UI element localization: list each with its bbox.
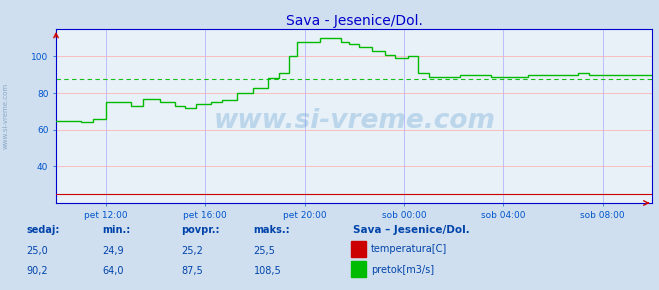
Title: Sava - Jesenice/Dol.: Sava - Jesenice/Dol. (286, 14, 422, 28)
Text: 87,5: 87,5 (181, 266, 203, 276)
Text: povpr.:: povpr.: (181, 225, 219, 235)
Text: 90,2: 90,2 (26, 266, 48, 276)
Text: 108,5: 108,5 (254, 266, 281, 276)
Text: maks.:: maks.: (254, 225, 291, 235)
Text: 25,2: 25,2 (181, 246, 203, 256)
Text: www.si-vreme.com: www.si-vreme.com (2, 83, 9, 149)
Text: Sava – Jesenice/Dol.: Sava – Jesenice/Dol. (353, 225, 469, 235)
Text: sedaj:: sedaj: (26, 225, 60, 235)
Text: 25,5: 25,5 (254, 246, 275, 256)
Text: 64,0: 64,0 (102, 266, 124, 276)
Text: 24,9: 24,9 (102, 246, 124, 256)
Text: min.:: min.: (102, 225, 130, 235)
Text: temperatura[C]: temperatura[C] (371, 244, 447, 254)
Text: pretok[m3/s]: pretok[m3/s] (371, 265, 434, 275)
Text: www.si-vreme.com: www.si-vreme.com (214, 108, 495, 134)
Text: 25,0: 25,0 (26, 246, 48, 256)
